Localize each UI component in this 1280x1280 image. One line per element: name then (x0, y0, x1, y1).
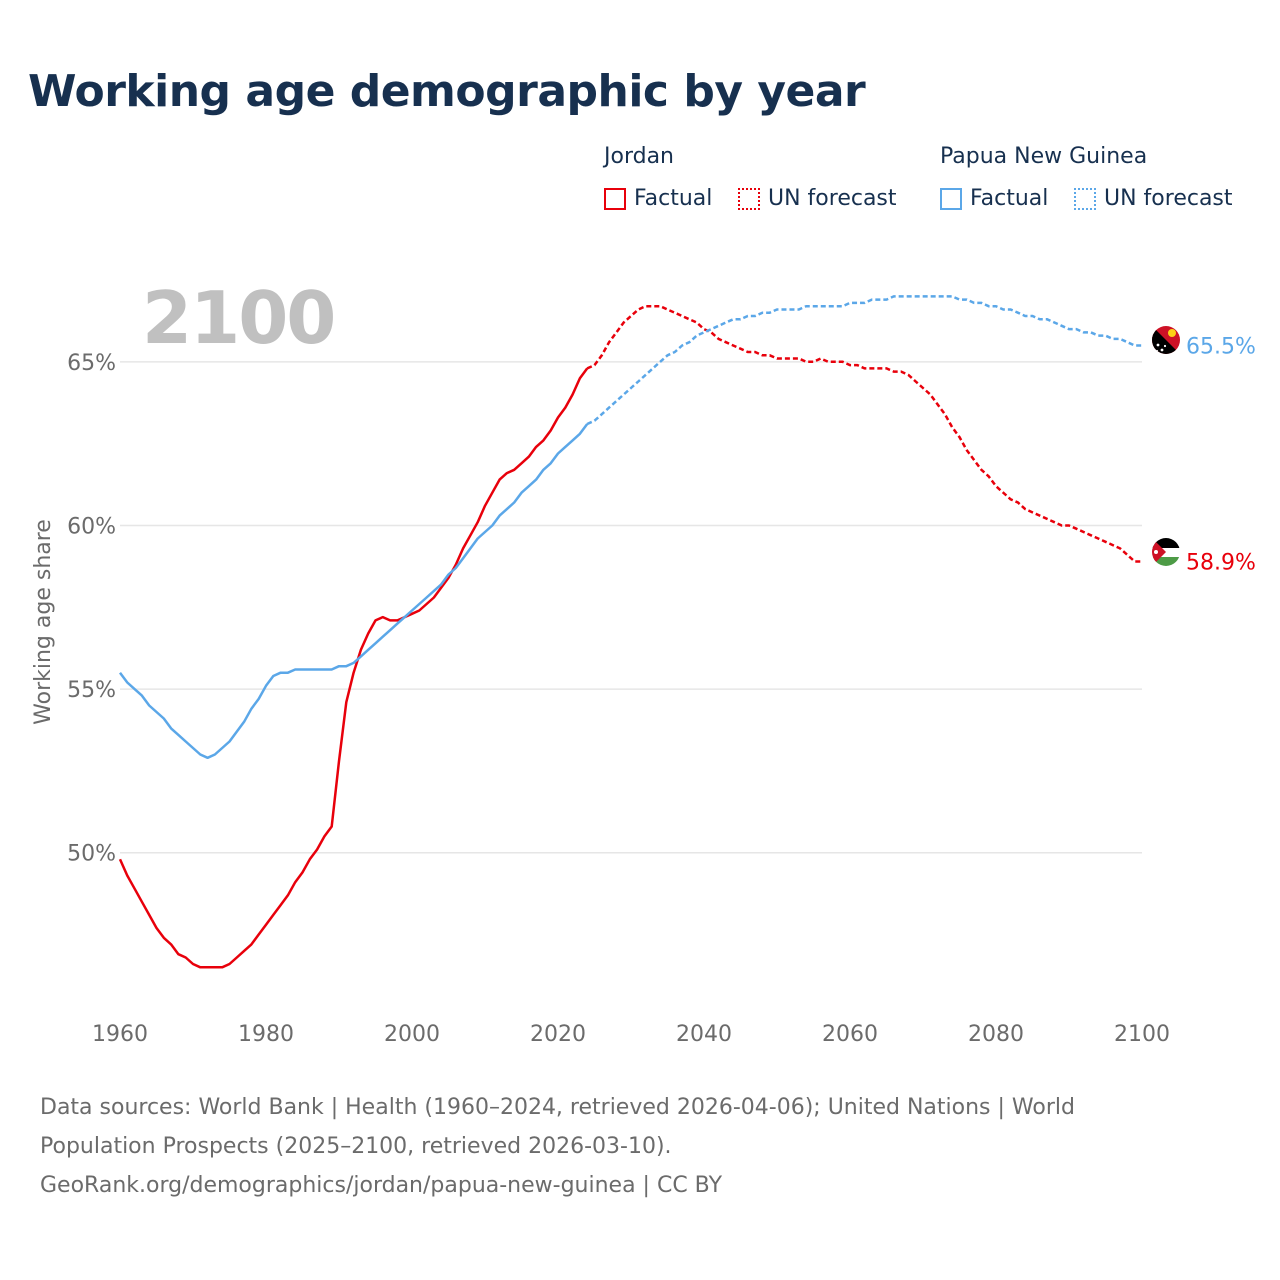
legend-swatch-jordan-factual (604, 187, 626, 210)
chart-title: Working age demographic by year (28, 66, 866, 117)
papua-new-guinea-flag (1152, 326, 1180, 354)
series-line-papua-new-guinea-forecast[interactable] (586, 295, 1142, 426)
series-line-jordan-factual[interactable] (118, 367, 589, 969)
y-tick-label: 60% (67, 514, 116, 539)
legend-swatch-png-forecast (1074, 187, 1096, 210)
legend-item-png-forecast[interactable]: UN forecast (1074, 186, 1233, 211)
x-tick-label: 2000 (384, 1022, 440, 1047)
x-tick-label: 2080 (968, 1022, 1024, 1047)
y-tick-label: 65% (67, 351, 116, 376)
legend-label-jordan-forecast: UN forecast (768, 186, 897, 211)
legend-swatch-jordan-forecast (738, 187, 760, 210)
x-tick-label: 1960 (92, 1022, 148, 1047)
x-tick-label: 2040 (676, 1022, 732, 1047)
legend-item-png-factual[interactable]: Factual (940, 186, 1048, 211)
series-line-papua-new-guinea-factual[interactable] (118, 423, 589, 760)
legend-label-jordan-factual: Factual (634, 186, 713, 211)
legend-label-png-factual: Factual (970, 186, 1049, 211)
legend-country-papua-new-guinea: Papua New Guinea (940, 144, 1148, 169)
data-sources: Data sources: World Bank | Health (1960–… (40, 1088, 1240, 1205)
series-line-jordan-forecast[interactable] (586, 304, 1142, 563)
legend-swatch-png-factual (940, 187, 962, 210)
y-tick-label: 55% (67, 678, 116, 703)
y-tick-label: 50% (67, 842, 116, 867)
legend-country-jordan: Jordan (604, 144, 674, 169)
x-tick-label: 1980 (238, 1022, 294, 1047)
sources-line-2: Population Prospects (2025–2100, retriev… (40, 1134, 672, 1159)
year-watermark: 2100 (142, 276, 334, 360)
sources-line-3[interactable]: GeoRank.org/demographics/jordan/papua-ne… (40, 1173, 723, 1198)
legend-label-png-forecast: UN forecast (1104, 186, 1233, 211)
x-tick-label: 2100 (1114, 1022, 1170, 1047)
x-tick-label: 2060 (822, 1022, 878, 1047)
end-value-label-papua-new-guinea: 65.5% (1186, 334, 1256, 359)
jordan-flag (1152, 538, 1180, 566)
y-axis-label: Working age share (31, 519, 56, 725)
legend-item-jordan-forecast[interactable]: UN forecast (738, 186, 897, 211)
end-value-label-jordan: 58.9% (1186, 550, 1256, 575)
legend-item-jordan-factual[interactable]: Factual (604, 186, 712, 211)
x-tick-label: 2020 (530, 1022, 586, 1047)
sources-line-1: Data sources: World Bank | Health (1960–… (40, 1095, 1075, 1120)
